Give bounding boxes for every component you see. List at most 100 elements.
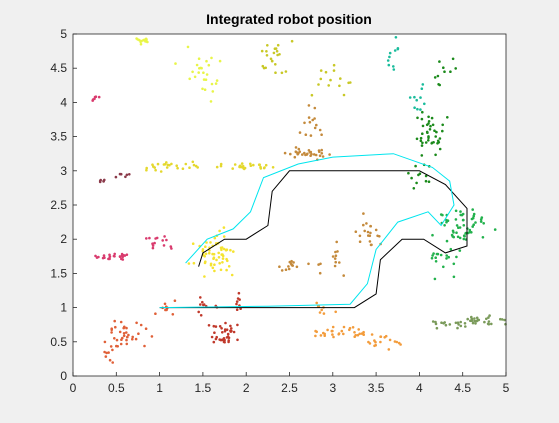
scatter-point xyxy=(332,63,336,67)
scatter-point xyxy=(145,168,148,172)
scatter-point xyxy=(455,255,458,259)
scatter-point xyxy=(193,75,197,79)
scatter-point xyxy=(207,324,211,327)
scatter-point xyxy=(459,210,462,213)
scatter-point xyxy=(115,338,119,342)
scatter-point xyxy=(113,319,116,323)
scatter-point xyxy=(446,219,450,222)
scatter-point xyxy=(304,133,308,136)
scatter-point xyxy=(442,66,445,69)
y-tick-label: 2.5 xyxy=(50,198,67,212)
scatter-point xyxy=(362,212,365,215)
scatter-point xyxy=(320,308,324,312)
scatter-point xyxy=(348,328,351,332)
scatter-point xyxy=(91,98,95,101)
scatter-point xyxy=(479,220,483,223)
scatter-point xyxy=(452,262,456,266)
scatter-point xyxy=(438,83,442,87)
scatter-point xyxy=(456,321,460,325)
scatter-point xyxy=(396,47,400,51)
scatter-point xyxy=(413,106,416,109)
scatter-point xyxy=(416,116,419,120)
scatter-point xyxy=(168,163,171,167)
scatter-point xyxy=(317,83,320,86)
scatter-point xyxy=(271,166,275,169)
scatter-point xyxy=(138,38,141,42)
scatter-point xyxy=(211,266,215,270)
scatter-point xyxy=(338,84,341,88)
data-points xyxy=(91,36,507,364)
scatter-point xyxy=(108,257,111,260)
scatter-point xyxy=(131,337,134,341)
scatter-point xyxy=(313,117,316,120)
scatter-point xyxy=(266,44,269,47)
scatter-point xyxy=(125,173,129,177)
scatter-point xyxy=(307,262,310,266)
scatter-point xyxy=(242,167,245,170)
scatter-point xyxy=(213,236,217,240)
x-tick-label: 4.5 xyxy=(454,381,471,395)
scatter-point xyxy=(431,233,434,237)
plot-background xyxy=(73,34,506,376)
scatter-point xyxy=(230,273,234,277)
scatter-point xyxy=(445,239,449,243)
scatter-point xyxy=(421,83,425,86)
scatter-point xyxy=(471,321,475,325)
scatter-point xyxy=(367,234,370,237)
scatter-point xyxy=(197,310,200,314)
scatter-point xyxy=(125,326,128,330)
scatter-point xyxy=(93,95,97,99)
scatter-point xyxy=(199,314,203,317)
scatter-point xyxy=(487,322,491,326)
scatter-point xyxy=(483,320,486,324)
scatter-point xyxy=(173,299,177,303)
scatter-point xyxy=(320,133,323,136)
scatter-point xyxy=(430,256,434,260)
scatter-point xyxy=(459,320,463,324)
scatter-point xyxy=(441,129,444,133)
scatter-point xyxy=(474,322,477,325)
scatter-point xyxy=(339,77,342,80)
scatter-point xyxy=(462,237,466,241)
scatter-point xyxy=(204,245,207,248)
scatter-point xyxy=(199,66,202,70)
x-tick-label: 0 xyxy=(70,381,77,395)
scatter-point xyxy=(438,137,442,140)
scatter-point xyxy=(143,38,146,42)
scatter-point xyxy=(369,243,373,247)
scatter-point xyxy=(470,217,474,221)
scatter-point xyxy=(119,320,123,324)
scatter-point xyxy=(354,230,358,233)
scatter-point xyxy=(264,66,268,70)
scatter-point xyxy=(485,317,488,321)
scatter-point xyxy=(165,166,169,169)
scatter-point xyxy=(144,327,148,331)
scatter-point xyxy=(362,223,365,227)
x-tick-label: 3 xyxy=(329,381,336,395)
scatter-point xyxy=(374,340,377,344)
scatter-point xyxy=(261,64,265,68)
scatter-point xyxy=(374,343,378,347)
scatter-point xyxy=(204,252,208,256)
scatter-point xyxy=(334,260,338,264)
scatter-point xyxy=(287,267,291,271)
scatter-point xyxy=(387,348,391,351)
scatter-point xyxy=(414,164,417,168)
scatter-point xyxy=(229,324,232,328)
scatter-point xyxy=(455,231,458,234)
scatter-point xyxy=(415,181,418,185)
scatter-point xyxy=(328,153,331,156)
y-tick-label: 4.5 xyxy=(50,61,67,75)
y-tick-label: 3.5 xyxy=(50,130,67,144)
scatter-point xyxy=(387,63,391,67)
scatter-point xyxy=(331,255,335,258)
scatter-point xyxy=(102,254,106,257)
scatter-point xyxy=(340,329,344,333)
scatter-point xyxy=(120,257,123,261)
scatter-point xyxy=(318,311,322,314)
scatter-point xyxy=(213,263,216,267)
scatter-point xyxy=(218,59,222,63)
scatter-point xyxy=(215,258,218,262)
scatter-point xyxy=(319,77,323,81)
scatter-point xyxy=(358,240,362,243)
